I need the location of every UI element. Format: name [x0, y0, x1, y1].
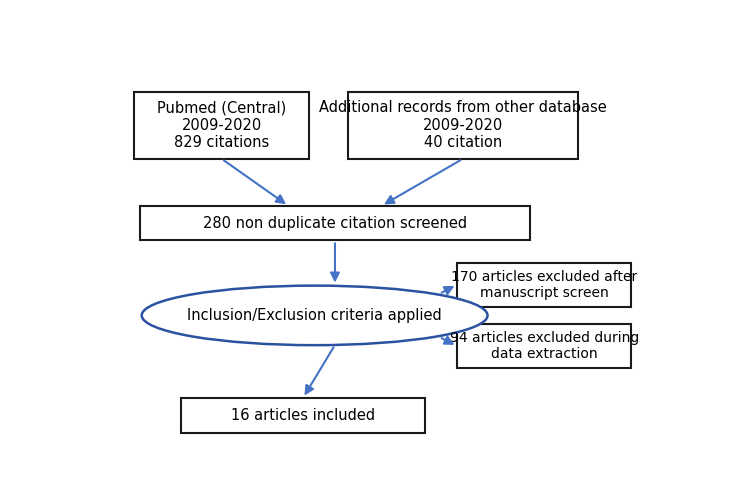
Text: 16 articles included: 16 articles included [231, 408, 375, 423]
Text: Pubmed (Central)
2009-2020
829 citations: Pubmed (Central) 2009-2020 829 citations [157, 100, 286, 150]
Text: 94 articles excluded during
data extraction: 94 articles excluded during data extract… [449, 331, 639, 361]
Text: Additional records from other database
2009-2020
40 citation: Additional records from other database 2… [319, 100, 607, 150]
FancyBboxPatch shape [140, 206, 530, 241]
Ellipse shape [142, 285, 488, 345]
FancyBboxPatch shape [181, 398, 425, 433]
FancyBboxPatch shape [457, 262, 632, 307]
FancyBboxPatch shape [457, 324, 632, 368]
Text: 170 articles excluded after
manuscript screen: 170 articles excluded after manuscript s… [451, 269, 638, 300]
FancyBboxPatch shape [134, 92, 309, 159]
Text: Inclusion/Exclusion criteria applied: Inclusion/Exclusion criteria applied [188, 308, 442, 323]
Text: 280 non duplicate citation screened: 280 non duplicate citation screened [203, 216, 467, 231]
FancyBboxPatch shape [348, 92, 578, 159]
